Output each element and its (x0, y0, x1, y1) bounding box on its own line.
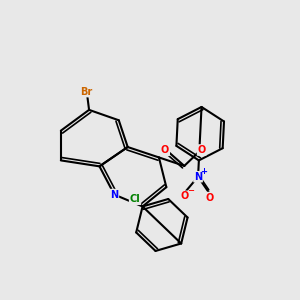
Text: O: O (198, 145, 206, 155)
Text: Br: Br (81, 87, 93, 97)
Text: −: − (187, 186, 194, 195)
Text: O: O (180, 191, 188, 201)
Text: N: N (194, 172, 202, 182)
Text: N: N (110, 190, 118, 200)
Text: Cl: Cl (130, 194, 140, 204)
Text: O: O (206, 193, 214, 202)
Text: O: O (161, 146, 169, 155)
Text: +: + (200, 167, 207, 176)
